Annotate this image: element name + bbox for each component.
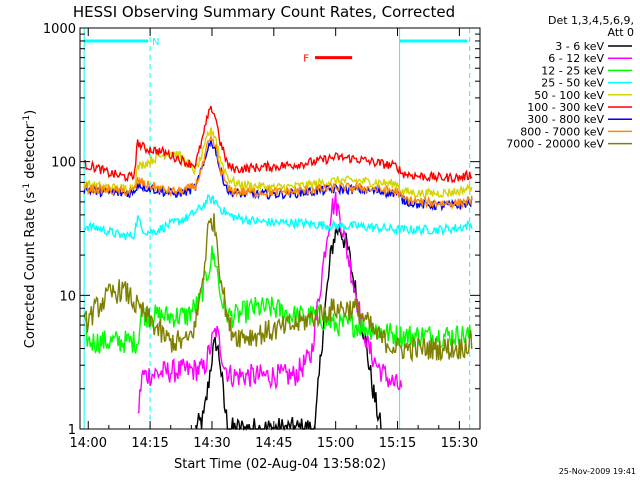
plot-layer: NF	[83, 28, 473, 432]
y-axis-label-sup2: -1	[22, 115, 32, 124]
y-axis-label-part3: )	[23, 110, 38, 115]
x-tick-label-4: 15:00	[317, 436, 354, 451]
y-tick-label-0: 1	[68, 423, 76, 438]
x-tick-label-2: 14:30	[193, 436, 230, 451]
legend-label-8: 7000 - 20000 keV	[506, 138, 604, 151]
legend-header-0: Det 1,3,4,5,6,9,	[548, 14, 634, 27]
y-axis-label: Corrected Count Rate (s-1 detector-1)	[22, 110, 38, 348]
legend-label-3: 25 - 50 keV	[541, 77, 604, 90]
y-tick-label-3: 1000	[43, 22, 76, 37]
series-line-5	[83, 105, 473, 184]
legend-label-4: 50 - 100 keV	[534, 89, 604, 102]
series-line-1	[137, 191, 403, 414]
series-line-3	[83, 194, 473, 241]
y-axis-label-sup1: -1	[22, 183, 32, 192]
x-tick-label-5: 15:15	[379, 436, 416, 451]
series-line-6	[83, 140, 473, 212]
series-line-4	[83, 127, 473, 200]
x-tick-label-3: 14:45	[255, 436, 292, 451]
y-axis-label-part1: Corrected Count Rate (s	[23, 192, 38, 349]
y-axis-label-part2: detector	[23, 123, 38, 183]
state-bar-label-2: F	[303, 54, 309, 65]
series-line-0	[194, 224, 382, 432]
legend-label-2: 12 - 25 keV	[541, 64, 604, 77]
legend-label-6: 300 - 800 keV	[527, 113, 604, 126]
chart-title: HESSI Observing Summary Count Rates, Cor…	[73, 3, 455, 21]
state-bar-label-0: N	[152, 37, 159, 48]
series-line-7	[83, 134, 473, 210]
legend-header-1: Att 0	[608, 26, 634, 39]
date-stamp: 25-Nov-2009 19:41	[559, 467, 636, 476]
series-line-2	[83, 245, 473, 355]
legend-label-0: 3 - 6 keV	[555, 40, 604, 53]
x-axis-label: Start Time (02-Aug-04 13:58:02)	[174, 457, 386, 472]
y-tick-label-2: 100	[51, 156, 76, 171]
x-tick-label-6: 15:30	[441, 436, 478, 451]
series-line-8	[83, 213, 473, 363]
x-tick-label-1: 14:15	[131, 436, 168, 451]
x-tick-label-0: 14:00	[70, 436, 107, 451]
y-tick-label-1: 10	[59, 289, 76, 304]
legend-label-5: 100 - 300 keV	[527, 101, 604, 114]
plot-frame	[79, 27, 481, 430]
legend-label-7: 800 - 7000 keV	[520, 125, 604, 138]
legend-label-1: 6 - 12 keV	[548, 52, 604, 65]
